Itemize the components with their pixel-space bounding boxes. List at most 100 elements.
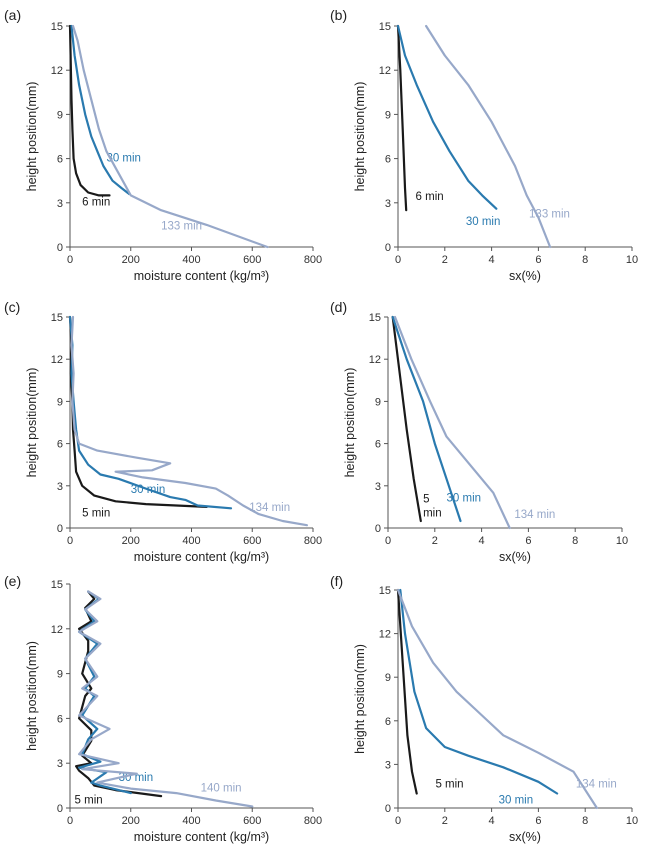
x-tick-label: 800 [304, 254, 322, 266]
y-tick-label: 0 [57, 523, 63, 535]
series-label: 134 min [514, 509, 555, 521]
x-tick-label: 10 [626, 815, 638, 827]
x-tick-label: 0 [67, 535, 73, 547]
y-tick-label: 0 [385, 803, 391, 815]
y-tick-label: 6 [57, 154, 63, 166]
y-tick-label: 12 [51, 65, 63, 77]
x-tick-label: 600 [243, 535, 261, 547]
y-tick-label: 6 [385, 154, 391, 166]
series-line-30-min [70, 24, 131, 196]
series-line-6-min [396, 24, 408, 212]
series-line-30-min [68, 315, 233, 510]
x-tick-label: 4 [489, 815, 495, 827]
y-tick-label: 3 [57, 481, 63, 493]
y-tick-label: 12 [369, 354, 381, 366]
x-tick-label: 200 [122, 535, 140, 547]
series-label: 133 min [161, 220, 202, 232]
x-tick-label: 0 [395, 815, 401, 827]
series-line-134-min [396, 588, 599, 810]
series-line-30-min [399, 588, 559, 795]
y-tick-label: 15 [379, 585, 391, 597]
chart-panel-6: 0 2 4 6 8 10 0 3 6 9 12 15 sx(%) height position(mm) (… [330, 573, 638, 844]
y-tick-label: 0 [57, 242, 63, 254]
series-line-5 [391, 315, 422, 523]
x-tick-label: 200 [122, 815, 140, 827]
y-tick-label: 0 [385, 242, 391, 254]
y-tick-label: 3 [385, 759, 391, 771]
series-label: 6 min [82, 197, 110, 209]
x-tick-label: 2 [432, 535, 438, 547]
y-tick-label: 0 [57, 803, 63, 815]
y-tick-label: 6 [385, 716, 391, 728]
x-axis-label: moisture content (kg/m³) [134, 830, 269, 844]
series-label: 30 min [499, 795, 534, 807]
y-tick-label: 9 [385, 109, 391, 121]
y-axis-label: height position(mm) [25, 641, 39, 751]
panel-label: (b) [330, 7, 347, 23]
x-tick-label: 0 [385, 535, 391, 547]
x-tick-label: 400 [182, 535, 200, 547]
y-tick-label: 9 [57, 109, 63, 121]
y-tick-label: 3 [385, 198, 391, 210]
x-tick-label: 800 [304, 535, 322, 547]
panel-label: (a) [4, 7, 21, 23]
series-line-140-min [77, 590, 254, 808]
y-tick-label: 3 [375, 481, 381, 493]
y-axis-label: height position(mm) [353, 644, 367, 754]
x-tick-label: 2 [442, 254, 448, 266]
x-tick-label: 6 [535, 254, 541, 266]
y-tick-label: 9 [375, 396, 381, 408]
y-tick-label: 12 [51, 354, 63, 366]
series-label: 6 min [416, 191, 444, 203]
chart-panel-1: 0 200 400 600 800 0 3 6 9 12 15 moisture content (k… [4, 7, 322, 283]
y-tick-label: 3 [57, 758, 63, 770]
x-tick-label: 0 [67, 254, 73, 266]
x-tick-label: 6 [525, 535, 531, 547]
series-label: 5 min [82, 508, 110, 520]
panel-label: (d) [330, 299, 347, 315]
chart-panel-2: 0 2 4 6 8 10 0 3 6 9 12 15 sx(%) height position(mm) (… [330, 7, 638, 283]
y-tick-label: 15 [379, 21, 391, 33]
series-label: 30 min [466, 216, 501, 228]
series-label: 5 min [435, 779, 463, 791]
series-label: 133 min [529, 209, 570, 221]
panel-label: (f) [330, 573, 343, 589]
y-tick-label: 6 [57, 439, 63, 451]
x-axis-label: sx(%) [499, 550, 531, 564]
series-label: 30 min [447, 492, 482, 504]
y-axis-label: height position(mm) [343, 368, 357, 478]
series-label-line2: min [423, 508, 442, 520]
series-label: 30 min [106, 153, 141, 165]
series-label: 5 min [75, 795, 103, 807]
x-tick-label: 6 [535, 815, 541, 827]
x-axis-label: sx(%) [509, 830, 541, 844]
series-line-133-min [425, 24, 552, 249]
series-line-133-min [71, 24, 269, 249]
x-tick-label: 400 [182, 254, 200, 266]
x-axis-label: moisture content (kg/m³) [134, 269, 269, 283]
y-axis-label: height position(mm) [25, 368, 39, 478]
y-tick-label: 15 [369, 312, 381, 324]
y-tick-label: 9 [57, 396, 63, 408]
x-tick-label: 8 [572, 535, 578, 547]
y-tick-label: 9 [385, 672, 391, 684]
x-tick-label: 200 [122, 254, 140, 266]
series-label: 5 [423, 494, 429, 506]
series-line-6-min [68, 24, 111, 197]
y-tick-label: 0 [375, 523, 381, 535]
y-axis-label: height position(mm) [353, 82, 367, 192]
y-tick-label: 6 [375, 439, 381, 451]
y-axis-label: height position(mm) [25, 82, 39, 192]
x-tick-label: 800 [304, 815, 322, 827]
y-tick-label: 15 [51, 21, 63, 33]
y-tick-label: 3 [57, 198, 63, 210]
series-line-5-min [68, 315, 208, 508]
series-line-5-min [74, 590, 163, 798]
x-tick-label: 600 [243, 815, 261, 827]
series-line-134-min [70, 315, 308, 527]
y-tick-label: 9 [57, 669, 63, 681]
series-line-134-min [393, 315, 511, 530]
series-line-5-min [396, 588, 418, 795]
x-axis-label: sx(%) [509, 269, 541, 283]
x-tick-label: 4 [479, 535, 485, 547]
